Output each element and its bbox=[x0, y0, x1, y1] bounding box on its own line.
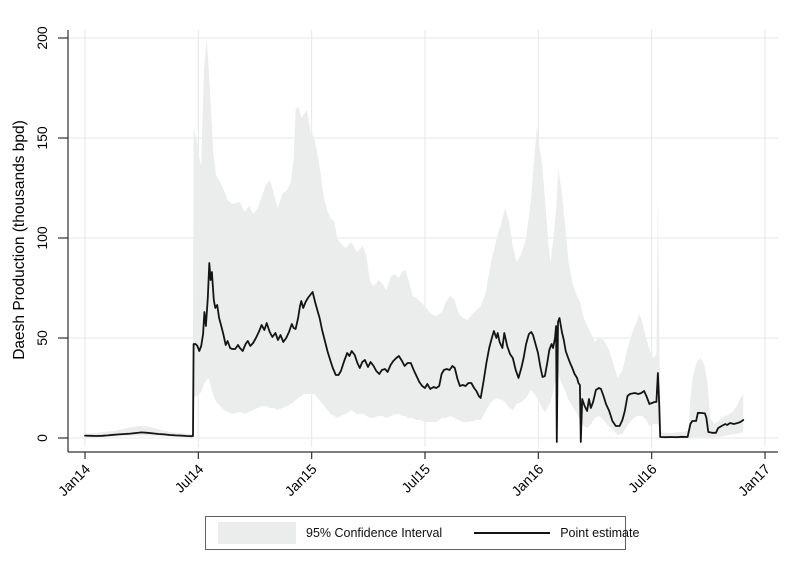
y-tick-label-150: 150 bbox=[34, 126, 50, 150]
confidence-band bbox=[85, 40, 744, 438]
x-tick-label-Jul14: Jul14 bbox=[171, 461, 206, 496]
x-tick-label-Jul16: Jul16 bbox=[625, 461, 660, 496]
x-tick-label-Jan14: Jan14 bbox=[55, 461, 93, 499]
x-tick-label-Jan15: Jan15 bbox=[281, 461, 319, 499]
y-tick-label-0: 0 bbox=[34, 434, 50, 442]
y-tick-label-50: 50 bbox=[34, 330, 50, 346]
x-tick-label-Jul15: Jul15 bbox=[398, 461, 433, 496]
confidence-interval-label: 95% Confidence Interval bbox=[306, 526, 443, 540]
confidence-interval-swatch bbox=[218, 522, 296, 544]
x-tick-label-Jan17: Jan17 bbox=[735, 461, 773, 499]
point-estimate-line bbox=[84, 262, 745, 443]
y-tick-label-100: 100 bbox=[34, 226, 50, 250]
point-estimate-line-sample bbox=[474, 532, 551, 534]
y-axis-title: Daesh Production (thousands bpd) bbox=[11, 120, 28, 360]
y-tick-label-200: 200 bbox=[34, 26, 50, 50]
x-tick-label-Jan16: Jan16 bbox=[508, 461, 546, 499]
legend: 95% Confidence Interval Point estimate bbox=[205, 516, 639, 550]
point-estimate-label: Point estimate bbox=[560, 526, 640, 540]
